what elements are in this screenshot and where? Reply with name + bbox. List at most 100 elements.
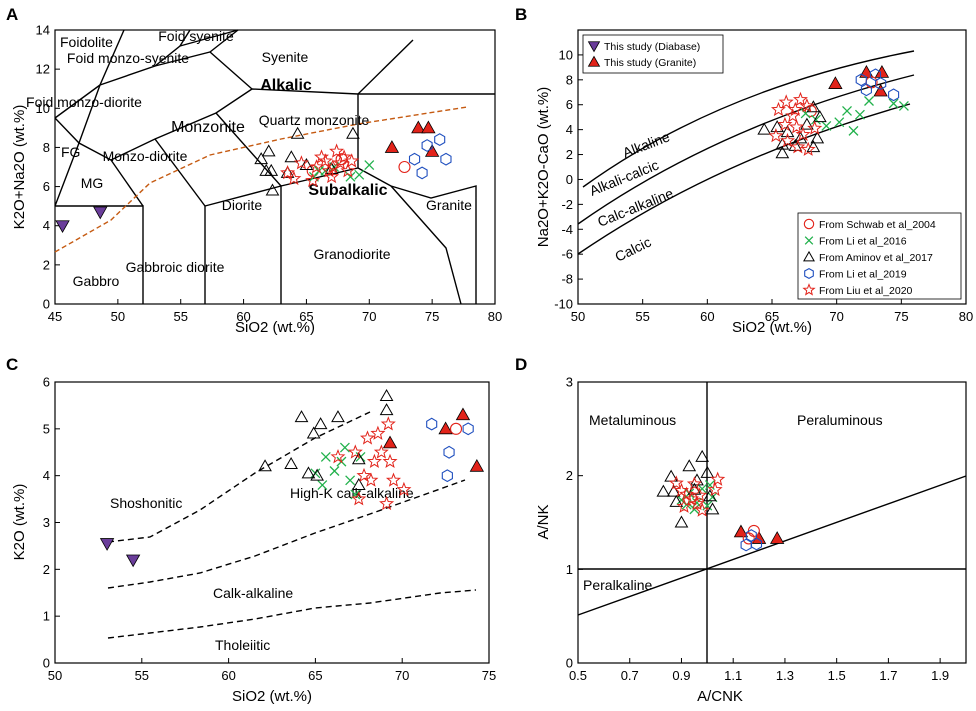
- panel-b-ytick-label: -8: [561, 272, 573, 287]
- point-this-study-granite: [421, 120, 436, 134]
- legend-box-this-study: [582, 34, 724, 74]
- panel-b-legend: This study (Diabase) This study (Granite)…: [582, 34, 962, 300]
- point-from-li-et-al-2016: [339, 442, 350, 453]
- point-this-study-diabase: [125, 554, 141, 568]
- legend-marker: [804, 236, 814, 245]
- panel-c-x-axis-label: SiO2 (wt.%): [232, 688, 312, 705]
- point-from-aminov-et-al-2017: [703, 489, 717, 502]
- point-from-li-et-al-2019: [888, 88, 900, 102]
- point-from-liu-et-al-2020: [366, 453, 382, 469]
- panel-c-ytick-label: 0: [43, 656, 50, 671]
- panel-c-xtick-label: 55: [135, 668, 149, 683]
- legend-label: From Liu et al_2020: [819, 285, 913, 297]
- panel-a-data-points: [55, 120, 452, 234]
- panel-b-xtick-label: 55: [635, 309, 649, 324]
- panel-b-xtick-label: 80: [959, 309, 973, 324]
- point-from-aminov-et-al-2017: [351, 478, 366, 491]
- point-from-li-et-al-2019: [416, 166, 428, 180]
- point-from-aminov-et-al-2017: [331, 410, 345, 423]
- point-from-aminov-et-al-2017: [258, 459, 272, 472]
- panel-d-data-points: [656, 449, 785, 552]
- point-from-liu-et-al-2020: [694, 502, 710, 517]
- point-from-aminov-et-al-2017: [379, 389, 394, 402]
- field-mg: MG: [81, 175, 104, 191]
- point-from-aminov-et-al-2017: [674, 515, 689, 528]
- panel-d-ytick-label: 2: [566, 468, 573, 483]
- point-this-study-granite: [874, 65, 890, 78]
- panel-d-xtick-label: 1.9: [931, 668, 949, 683]
- panel-b-ytick-label: 8: [566, 72, 573, 87]
- field-monzo-diorite: Monzo-diorite: [103, 148, 188, 164]
- point-from-li-et-al-2016: [354, 169, 365, 180]
- panel-c-ytick-label: 1: [43, 609, 50, 624]
- panel-c-xtick-label: 70: [395, 668, 409, 683]
- legend-label: From Aminov et al_2017: [819, 252, 933, 264]
- field-monzonite: Monzonite: [171, 119, 245, 136]
- panel-a-xtick-label: 65: [299, 309, 313, 324]
- point-this-study-diabase: [55, 220, 70, 234]
- field-metaluminous: Metaluminous: [589, 412, 676, 428]
- point-from-liu-et-al-2020: [382, 453, 398, 469]
- point-from-liu-et-al-2020: [317, 153, 333, 168]
- point-from-liu-et-al-2020: [396, 481, 412, 497]
- point-from-liu-et-al-2020: [340, 163, 356, 178]
- point-from-liu-et-al-2020: [373, 444, 389, 459]
- panel-b-ytick-label: -4: [561, 222, 573, 237]
- point-this-study-granite: [828, 76, 843, 89]
- panel-b-ytick-label: -2: [561, 197, 573, 212]
- point-from-liu-et-al-2020: [344, 153, 360, 168]
- point-from-liu-et-al-2020: [800, 141, 816, 156]
- point-this-study-granite: [469, 458, 485, 472]
- panel-c-xtick-label: 65: [308, 668, 322, 683]
- legend-marker: [587, 55, 601, 67]
- panel-a-y-axis-label: K2O+Na2O (wt.%): [11, 105, 28, 230]
- point-from-liu-et-al-2020: [286, 170, 302, 186]
- point-from-aminov-et-al-2017: [280, 165, 295, 178]
- panel-b-ytick-label: 0: [566, 172, 573, 187]
- field-subalkalic: Subalkalic: [308, 182, 387, 199]
- point-from-li-et-al-2016: [898, 101, 909, 111]
- panel-d-ytick-label: 0: [566, 656, 573, 671]
- panel-b-ytick-label: 10: [559, 47, 573, 62]
- point-this-study-granite: [382, 435, 398, 449]
- legend-label: From Li et al_2019: [819, 269, 907, 281]
- point-from-li-et-al-2016: [821, 120, 832, 131]
- point-from-aminov-et-al-2017: [301, 466, 316, 479]
- point-from-aminov-et-al-2017: [810, 131, 825, 144]
- point-from-aminov-et-al-2017: [254, 152, 269, 165]
- point-from-liu-et-al-2020: [768, 128, 784, 143]
- point-from-aminov-et-al-2017: [690, 473, 704, 486]
- point-this-study-granite: [455, 407, 471, 421]
- point-this-study-granite: [384, 140, 400, 153]
- panel-b-ytick-label: -6: [561, 247, 573, 262]
- point-from-liu-et-al-2020: [380, 416, 396, 431]
- panel-d-a-nk-a-cnk-diagram: 0.5 0.7 0.9 1.1 1.3 1.5 1.7 1.9 0 1 2 3 …: [535, 375, 967, 705]
- point-from-liu-et-al-2020: [686, 476, 702, 491]
- point-from-aminov-et-al-2017: [705, 502, 720, 515]
- point-from-liu-et-al-2020: [329, 143, 345, 158]
- point-from-aminov-et-al-2017: [806, 140, 821, 153]
- panel-a-xtick-label: 70: [362, 309, 376, 324]
- point-from-liu-et-al-2020: [370, 425, 386, 440]
- panel-a-frame: [54, 29, 496, 305]
- point-from-liu-et-al-2020: [777, 116, 793, 132]
- panel-a-xtick-label: 60: [236, 309, 250, 324]
- point-from-li-et-al-2019: [855, 73, 867, 87]
- point-from-li-et-al-2019: [408, 152, 421, 166]
- field-syenite: Syenite: [262, 49, 309, 65]
- panel-b-xtick-label: 50: [571, 309, 585, 324]
- point-from-liu-et-al-2020: [795, 126, 811, 142]
- point-from-liu-et-al-2020: [676, 498, 692, 513]
- panel-a-ytick-label: 10: [36, 101, 50, 116]
- point-from-li-et-al-2019: [860, 83, 872, 97]
- panel-d-xtick-label: 0.9: [672, 668, 690, 683]
- point-this-study-granite: [873, 83, 888, 97]
- field-gabbro: Gabbro: [73, 273, 120, 289]
- field-alkalic: Alkalic: [260, 77, 312, 94]
- legend-label: This study (Diabase): [604, 41, 700, 53]
- point-from-aminov-et-al-2017: [310, 468, 324, 481]
- point-from-li-et-al-2016: [834, 117, 845, 128]
- point-from-aminov-et-al-2017: [294, 410, 309, 423]
- point-from-li-et-al-2019: [426, 417, 438, 431]
- panel-c-data-points: [99, 389, 485, 568]
